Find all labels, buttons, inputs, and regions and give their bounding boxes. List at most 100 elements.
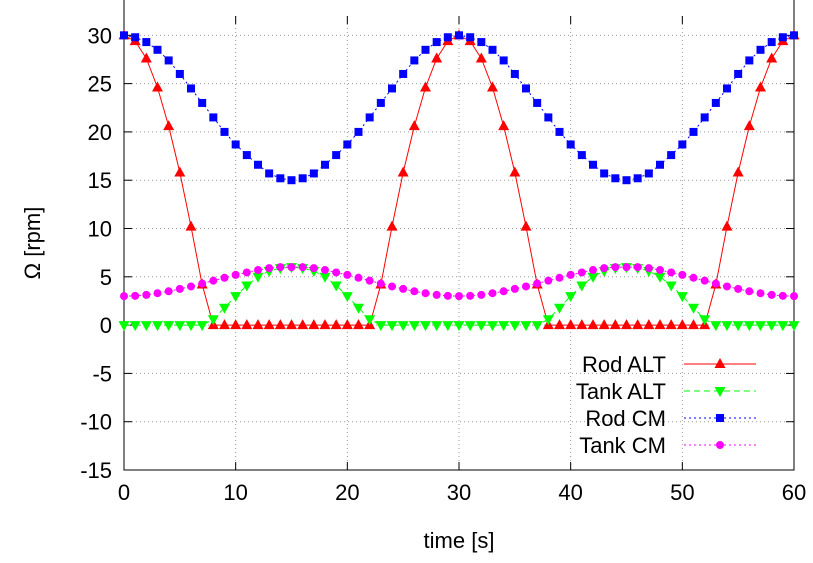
data-point: [386, 220, 398, 231]
data-point: [220, 127, 229, 136]
data-point: [397, 321, 409, 332]
data-point: [187, 282, 195, 291]
data-point: [120, 292, 128, 301]
data-point: [375, 321, 387, 332]
data-point: [487, 81, 498, 92]
data-point: [488, 289, 497, 298]
data-point: [408, 321, 420, 332]
data-point: [688, 303, 699, 314]
data-point: [131, 291, 140, 300]
data-point: [330, 281, 342, 292]
data-point: [621, 319, 632, 330]
data-point: [710, 321, 722, 332]
data-point: [196, 321, 208, 332]
axes: 0 10 20 30 40 50 60 -15 -10 -5 0 5 10 15 20 25 30: [80, 0, 806, 505]
data-point: [443, 33, 452, 42]
data-point: [711, 279, 720, 288]
data-point: [343, 270, 352, 279]
data-point: [209, 276, 218, 285]
data-point: [699, 315, 711, 326]
data-point: [140, 52, 152, 63]
data-point: [376, 279, 385, 288]
data-point: [643, 319, 655, 330]
data-point: [475, 52, 487, 63]
data-point: [778, 33, 787, 42]
data-point: [790, 292, 798, 301]
y-tick-label: 15: [88, 168, 112, 193]
data-point: [577, 151, 586, 160]
data-point: [118, 321, 130, 332]
data-point: [544, 113, 553, 122]
data-point: [420, 321, 431, 332]
data-point: [231, 140, 240, 149]
data-point: [252, 319, 264, 330]
data-point: [622, 263, 631, 272]
data-point: [386, 321, 398, 332]
data-point: [533, 98, 542, 107]
data-point: [644, 169, 653, 178]
legend-marker: [716, 441, 724, 449]
data-point: [332, 151, 341, 160]
data-point: [589, 266, 597, 275]
legend-entry: Tank ALT: [576, 379, 756, 404]
data-point: [743, 120, 755, 131]
data-point: [777, 321, 789, 332]
data-point: [509, 166, 521, 177]
data-point: [723, 84, 731, 93]
data-point: [174, 166, 186, 177]
y-tick-label: 30: [88, 23, 112, 48]
data-point: [755, 321, 766, 332]
data-point: [464, 321, 476, 332]
legend-marker: [714, 358, 726, 368]
data-point: [632, 319, 644, 330]
data-point: [231, 270, 240, 279]
data-point: [689, 127, 698, 136]
data-point: [723, 282, 731, 291]
data-point: [230, 292, 242, 303]
data-point: [341, 292, 353, 303]
data-point: [676, 319, 688, 330]
legend-entry: Tank CM: [579, 433, 756, 458]
legend-entry: Rod ALT: [582, 352, 756, 377]
data-point: [745, 287, 754, 296]
data-point: [654, 272, 666, 283]
data-point: [309, 264, 318, 273]
x-axis-label: time [s]: [424, 528, 495, 553]
data-point: [287, 263, 296, 272]
data-point: [153, 45, 162, 54]
data-point: [609, 319, 621, 330]
data-point: [399, 69, 408, 78]
data-point: [164, 56, 173, 65]
data-point: [175, 69, 184, 78]
data-point: [308, 319, 320, 330]
data-point: [330, 319, 342, 330]
data-point: [364, 315, 376, 326]
data-point: [354, 273, 363, 282]
data-point: [287, 176, 296, 185]
data-point: [790, 31, 798, 40]
data-point: [587, 319, 599, 330]
data-point: [477, 290, 486, 299]
data-point: [522, 84, 530, 93]
data-point: [252, 272, 264, 283]
y-tick-label: -15: [80, 458, 112, 483]
data-point: [432, 290, 441, 299]
data-point: [455, 292, 463, 301]
data-point: [566, 140, 575, 149]
data-point: [576, 281, 588, 292]
data-point: [688, 319, 699, 330]
data-point: [755, 81, 766, 92]
data-point: [721, 321, 733, 332]
data-point: [555, 273, 564, 282]
data-point: [531, 321, 543, 332]
series-tank-cm: [120, 263, 798, 301]
data-point: [644, 264, 653, 273]
data-point: [265, 169, 274, 178]
data-point: [678, 270, 687, 279]
y-tick-label: 20: [88, 120, 112, 145]
data-point: [431, 321, 443, 332]
data-point: [522, 282, 530, 291]
data-point: [420, 81, 431, 92]
data-point: [286, 319, 297, 330]
y-tick-label: 0: [100, 313, 112, 338]
